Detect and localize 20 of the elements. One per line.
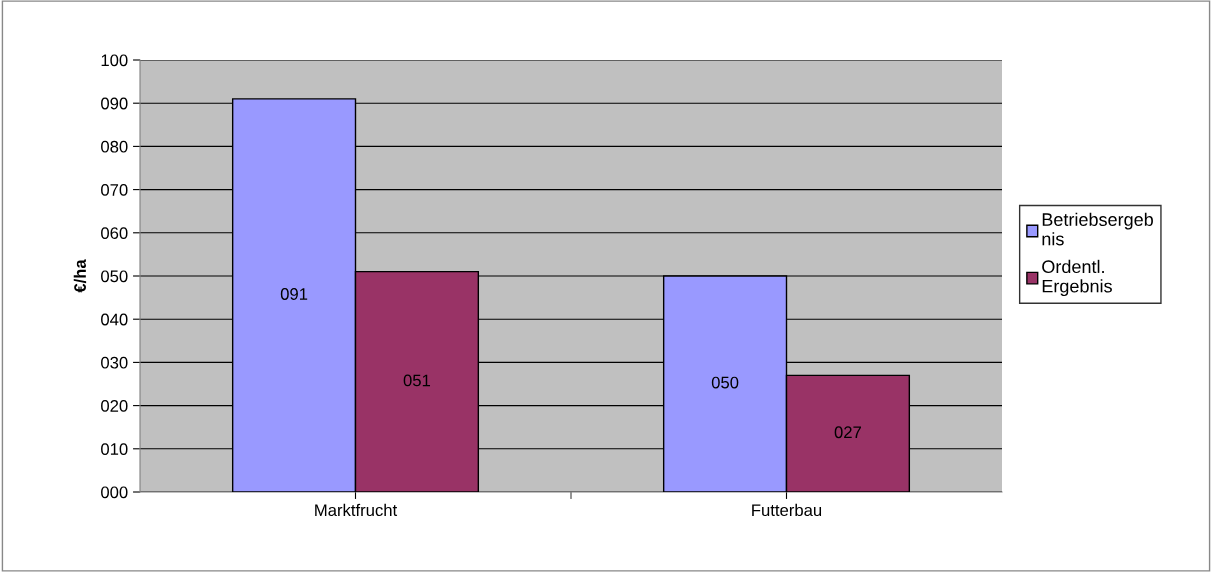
x-tick-label: Marktfrucht [315, 503, 398, 517]
x-tick-label: Futterbau [752, 503, 822, 517]
y-tick-label: 020 [101, 400, 128, 412]
y-tick-label: 070 [101, 184, 128, 196]
y-tick-label: 040 [101, 313, 128, 326]
y-tick-label: 060 [101, 227, 128, 239]
y-tick-label: 090 [101, 97, 128, 110]
data-label: 027 [834, 426, 861, 439]
legend-label: Betriebsergeb nis [1042, 212, 1153, 246]
data-label: 051 [403, 374, 431, 387]
y-tick-label: 100 [101, 54, 128, 67]
y-tick-label: 000 [101, 486, 128, 499]
legend-label: Ordentl. Ergebnis [1042, 259, 1112, 297]
y-tick-label: 030 [101, 356, 128, 369]
y-tick-label: 050 [101, 270, 128, 283]
y-tick-label: 010 [101, 443, 128, 455]
y-axis-title: €/ha [73, 259, 87, 293]
y-tick-label: 080 [101, 140, 128, 153]
data-label: 050 [711, 376, 739, 389]
data-label: 091 [280, 288, 308, 300]
